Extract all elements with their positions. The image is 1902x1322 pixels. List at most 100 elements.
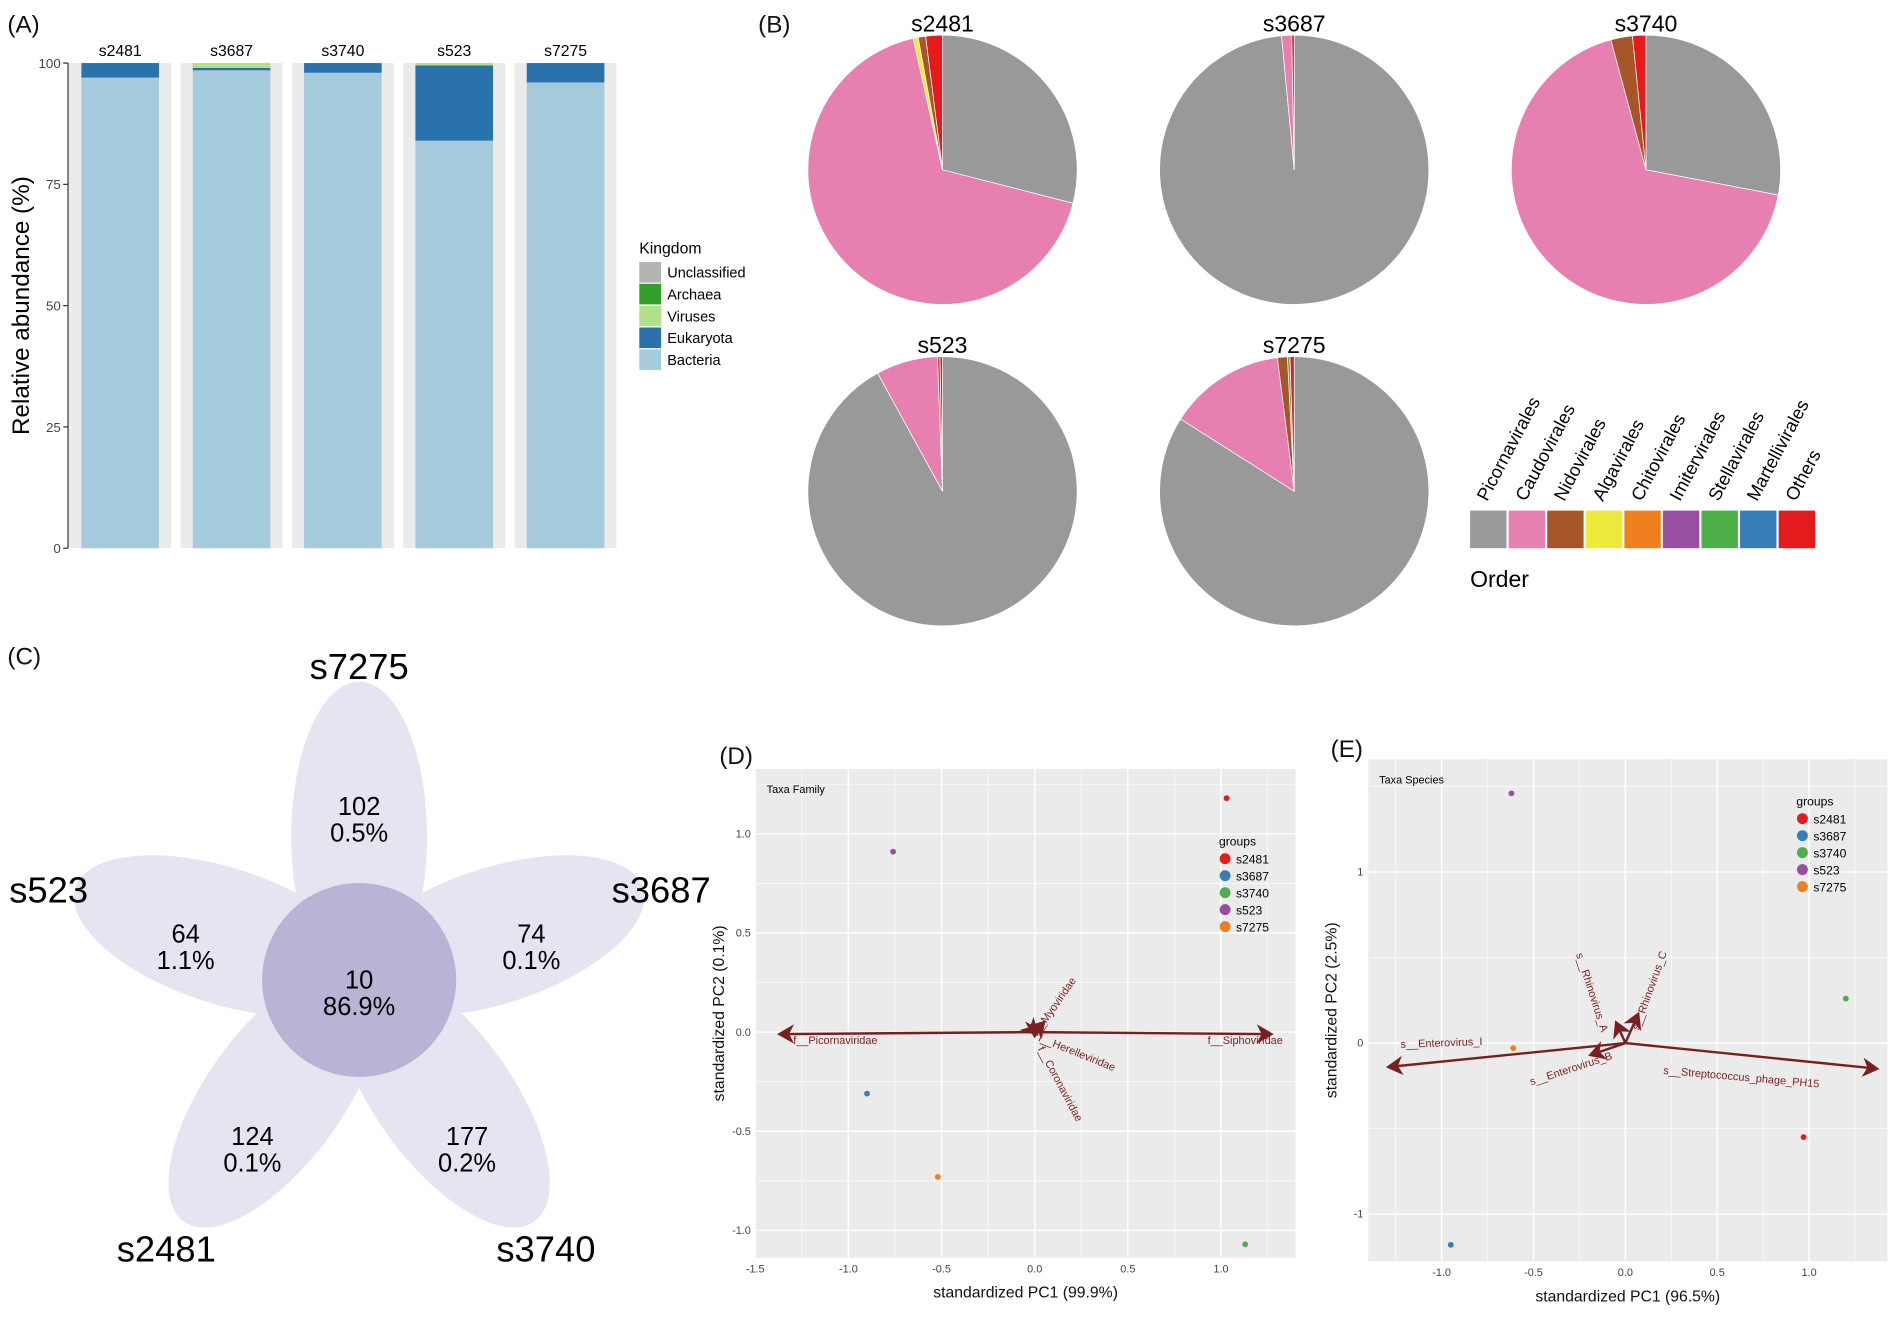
legend-title: groups: [1219, 834, 1256, 848]
legend-dot: [1796, 864, 1808, 876]
pie-title: s3740: [1615, 11, 1678, 37]
x-tick-label: 0.0: [1618, 1267, 1633, 1279]
loading-arrow: [1613, 1020, 1631, 1044]
core-circle: [262, 882, 457, 1078]
legend-title: Order: [1470, 566, 1529, 592]
bar-segment-bacteria: [81, 77, 160, 549]
pie-slice-others: [1291, 34, 1295, 170]
y-tick-label: -0.5: [732, 1126, 751, 1138]
plot-subtitle: Taxa Species: [1379, 774, 1444, 786]
facet-label: s2481: [99, 43, 142, 60]
loading-arrow: [1385, 1041, 1626, 1076]
core-count: 10: [345, 966, 373, 994]
facet-label: s3687: [210, 43, 253, 60]
data-point-s3740: [1242, 1241, 1249, 1248]
legend-label: s3740: [1813, 846, 1846, 860]
pie-title: s7275: [1263, 332, 1326, 358]
panel-e-pca-species: -1.0 -0.5 0.0 0.5 1.0 -1 0 1 standardized PC1 (9…: [1324, 759, 1888, 1305]
legend-label: s2481: [1236, 853, 1269, 867]
legend-swatch: [639, 283, 662, 305]
pie-slice-others: [925, 34, 943, 170]
pie-title: s523: [918, 332, 968, 358]
bar-segment-bacteria: [304, 72, 382, 549]
legend-label: Bacteria: [667, 353, 721, 369]
legend-swatch: [1778, 510, 1816, 549]
panel-d-pca-family: -1.5 -1.0 -0.5 0.0 0.5 1.0 -1.0 -0.5 0.0 0.5 1.0 st…: [711, 768, 1296, 1302]
legend-swatch: [1585, 510, 1623, 549]
data-point-s7275: [1510, 1045, 1517, 1052]
petal-percent: 0.2%: [438, 1150, 496, 1178]
legend-swatch: [1547, 510, 1584, 549]
x-tick-label: 0.5: [1120, 1263, 1135, 1275]
legend-label: s2481: [1813, 813, 1846, 827]
legend-dot: [1219, 887, 1231, 899]
plot-background: [755, 768, 1296, 1258]
legend-label: Others: [1781, 446, 1824, 504]
legend-swatch: [1701, 510, 1738, 549]
x-tick-label: 1.0: [1213, 1263, 1228, 1275]
panel-c-venn-flower: s72751020.5%s3687740.1%s37401770.2%s2481…: [9, 646, 710, 1269]
x-tick-label: -0.5: [932, 1263, 951, 1275]
legend-dot: [1219, 870, 1231, 882]
loading-arrow: [1588, 1041, 1626, 1060]
pie-slice-caudovirales: [1180, 357, 1295, 492]
petal-percent: 0.1%: [223, 1150, 281, 1178]
plot-background: [1368, 759, 1888, 1262]
arrow-label: s__Enterovirus_I: [1400, 1036, 1482, 1051]
y-tick-label: 25: [46, 420, 61, 435]
bar-segment-bacteria: [526, 82, 605, 549]
bar-segment-eukaryota: [526, 63, 605, 83]
pie-title: s3687: [1263, 11, 1326, 37]
core-percent: 86.9%: [323, 993, 395, 1021]
petal-name: s7275: [310, 646, 409, 687]
legend-label: s523: [1236, 903, 1263, 917]
data-point-s3740: [1842, 995, 1849, 1002]
legend-swatch: [639, 327, 662, 349]
y-tick-label: 0.5: [736, 928, 751, 940]
legend-swatch: [639, 349, 662, 370]
petal-name: s523: [9, 869, 88, 910]
legend-swatch: [1740, 510, 1777, 549]
legend-label: Eukaryota: [667, 331, 733, 347]
data-point-s2481: [1223, 795, 1230, 802]
legend-dot: [1796, 881, 1808, 893]
arrow-label: f__Picornaviridae: [793, 1035, 877, 1047]
x-axis-title: standardized PC1 (99.9%): [933, 1285, 1118, 1302]
bar-segment-bacteria: [192, 70, 271, 549]
legend-dot: [1219, 904, 1231, 916]
legend-swatch: [639, 261, 662, 283]
x-tick-label: 0.5: [1710, 1267, 1725, 1279]
panel-label-b: (B): [758, 12, 790, 39]
bar-segment-bacteria: [415, 140, 494, 549]
legend-dot: [1796, 847, 1808, 859]
data-point-s523: [1508, 790, 1515, 797]
legend-swatch: [1662, 510, 1700, 549]
pie-slice-caudovirales: [1511, 39, 1779, 305]
y-tick-label: 0.0: [736, 1027, 751, 1039]
petal-count: 64: [172, 920, 200, 948]
legend-title: Kingdom: [639, 240, 701, 257]
loading-arrow: [777, 1024, 1035, 1044]
panel-a-bar-chart: s2481 s3687 s3740 s523 s7275 0 25 50 75 100 Relati…: [8, 43, 745, 556]
bar-segment-eukaryota: [81, 63, 160, 78]
data-point-s2481: [1800, 1134, 1807, 1141]
panel-label-c: (C): [7, 644, 41, 671]
data-point-s3687: [1447, 1241, 1454, 1248]
y-axis-title: Relative abundance (%): [8, 176, 35, 435]
legend-label: s3687: [1813, 830, 1846, 844]
petal-name: s2481: [117, 1228, 216, 1269]
y-axis-title: standardized PC2 (0.1%): [711, 925, 728, 1101]
loading-arrow: [1623, 1011, 1642, 1044]
arrow-label: f__Siphoviridae: [1208, 1035, 1283, 1047]
facet-label: s7275: [544, 43, 587, 60]
facet-label: s523: [437, 43, 471, 60]
x-tick-label: -1.5: [746, 1263, 765, 1275]
pie-title: s2481: [911, 11, 974, 37]
petal-count: 74: [517, 920, 545, 948]
legend-dot: [1796, 813, 1808, 825]
legend-dot: [1796, 830, 1808, 842]
petal-count: 124: [231, 1123, 273, 1151]
y-axis-title: standardized PC2 (2.5%): [1324, 922, 1341, 1098]
